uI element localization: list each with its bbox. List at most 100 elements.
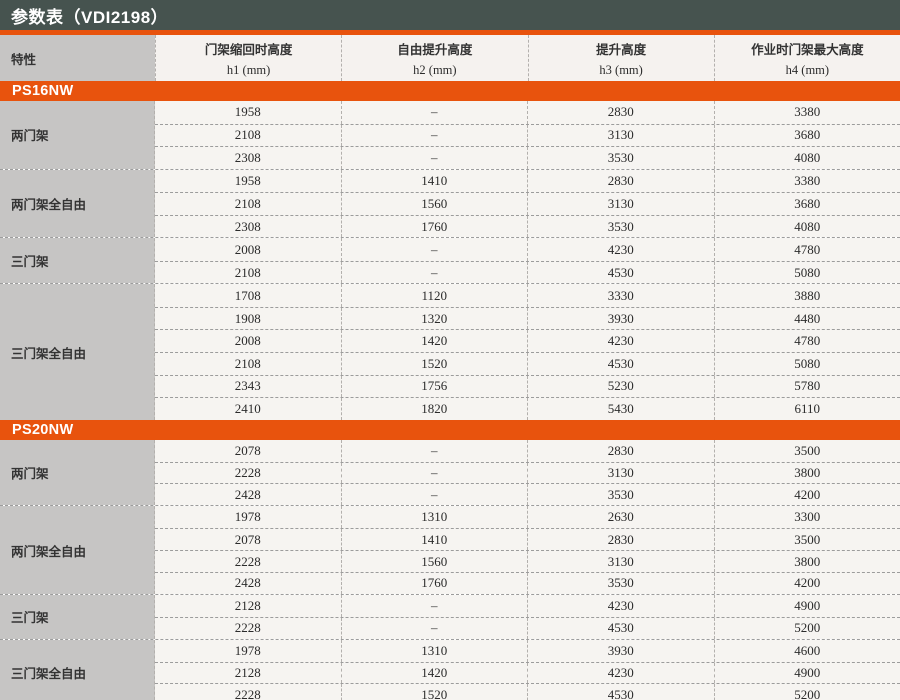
cell-h3: 3530 xyxy=(527,147,714,169)
table-row: 2428 1760 3530 4200 xyxy=(155,572,900,594)
cell-h3: 3530 xyxy=(527,215,714,238)
cell-h3: 2830 xyxy=(527,529,714,551)
column-header-h2-name: 自由提升高度 xyxy=(397,42,473,57)
cell-h3: 2830 xyxy=(527,169,714,193)
cell-h1: 1908 xyxy=(234,310,261,326)
cell-h3: 2630 xyxy=(527,506,714,529)
table-row: 1958 –2830 3380 xyxy=(155,101,900,124)
mast-group: 两门架 2078–2830 3500 2228–3130 3800 2428–3530 42… xyxy=(0,439,900,506)
cell-h1: 2308 xyxy=(234,218,261,234)
cell-h4: 4200 xyxy=(713,484,900,506)
column-header-h4-name: 作业时门架最大高度 xyxy=(751,42,864,57)
cell-h3: 4230 xyxy=(527,594,714,617)
mast-group: 两门架全自由 1978 1310 2630 3300 2078 1410 2830 3500 22… xyxy=(0,505,900,594)
cell-h3: 4530 xyxy=(527,684,714,700)
table-row: 2128 1420 4230 4900 xyxy=(155,661,900,684)
section-title: PS20NW xyxy=(12,421,74,438)
column-header-h4-sub: h4 (mm) xyxy=(785,62,830,77)
cell-h4: 3880 xyxy=(713,284,900,307)
section-ps20nw: 两门架 2078–2830 3500 2228–3130 3800 2428–3530 42… xyxy=(0,439,900,700)
cell-h1: 2228 xyxy=(234,553,261,569)
table-row: 2128 –4230 4900 xyxy=(155,594,900,617)
column-header-h3-name: 提升高度 xyxy=(596,42,647,57)
cell-h4: 4080 xyxy=(713,147,900,169)
accent-strip xyxy=(0,30,900,35)
table-row: 1908 1320 3930 4480 xyxy=(155,306,900,330)
cell-h1: 2078 xyxy=(234,531,261,547)
cell-h2: 1520 xyxy=(340,684,528,700)
table-row: 2108 1560 3130 3680 xyxy=(155,192,900,215)
cell-h3: 4230 xyxy=(527,238,714,261)
cell-h4: 5080 xyxy=(713,353,900,375)
cell-h2: – xyxy=(340,147,528,169)
cell-h2: 1560 xyxy=(340,193,528,215)
cell-h2: – xyxy=(340,594,528,617)
feature-column-header: 特性 xyxy=(0,35,155,81)
mast-type-label: 三门架全自由 xyxy=(0,284,155,420)
cell-h4: 3800 xyxy=(713,551,900,572)
cell-h1: 2008 xyxy=(234,333,261,349)
table-header-row: 特性 门架缩回时高度 h1 (mm) 自由提升高度 h2 (mm) 提升高度 h… xyxy=(0,35,900,81)
mast-group: 三门架 2128 –4230 4900 2228 –4530 5200 xyxy=(0,593,900,639)
mast-type-label: 三门架 xyxy=(0,238,155,284)
cell-h2: 1820 xyxy=(340,398,528,420)
cell-h1: 2108 xyxy=(234,195,261,211)
mast-type-label: 两门架全自由 xyxy=(0,169,155,238)
table-row: 2428 –3530 4200 xyxy=(155,483,900,506)
cell-h4: 4600 xyxy=(713,639,900,662)
cell-h1: 2428 xyxy=(234,486,261,502)
cell-h4: 6110 xyxy=(713,398,900,420)
cell-h3: 5430 xyxy=(527,398,714,420)
section-bar-ps20nw: PS20NW xyxy=(0,419,900,440)
cell-h4: 3680 xyxy=(713,193,900,215)
group-rows: 2128 –4230 4900 2228 –4530 5200 xyxy=(155,594,900,639)
cell-h2: 1760 xyxy=(340,215,528,238)
table-row: 2008 –4230 4780 xyxy=(155,238,900,261)
table-row: 1958 1410 2830 3380 xyxy=(155,169,900,193)
table-row: 2308 –3530 4080 xyxy=(155,146,900,169)
table-row: 2228 1520 4530 5200 xyxy=(155,683,900,700)
table-row: 2308 1760 3530 4080 xyxy=(155,214,900,238)
cell-h1: 2228 xyxy=(234,464,261,480)
cell-h3: 3130 xyxy=(527,193,714,215)
cell-h2: 1420 xyxy=(340,662,528,684)
cell-h4: 5080 xyxy=(713,261,900,284)
column-header-h3: 提升高度 h3 (mm) xyxy=(527,35,714,81)
table-row: 2410 1820 5430 6110 xyxy=(155,397,900,420)
cell-h1: 2128 xyxy=(234,665,261,680)
cell-h1: 2228 xyxy=(234,620,261,636)
cell-h1: 2008 xyxy=(234,241,261,257)
cell-h2: – xyxy=(340,238,528,261)
mast-group: 两门架 1958–2830 3380 2108–3130 3680 2308–3530 40… xyxy=(0,101,900,169)
cell-h4: 4080 xyxy=(713,215,900,238)
cell-h3: 3930 xyxy=(527,307,714,330)
group-rows: 1958 1410 2830 3380 2108 1560 3130 3680 2308 1760… xyxy=(155,169,900,238)
cell-h3: 5230 xyxy=(527,375,714,398)
group-rows: 1958–2830 3380 2108–3130 3680 2308–3530 4080 xyxy=(155,101,900,169)
cell-h3: 3130 xyxy=(527,551,714,572)
table-row: 2228 –4530 5200 xyxy=(155,616,900,639)
cell-h1: 1958 xyxy=(234,172,261,188)
cell-h1: 2343 xyxy=(234,378,261,394)
cell-h2: 1320 xyxy=(340,307,528,330)
cell-h3: 4530 xyxy=(527,353,714,375)
table-row: 1978 1310 2630 3300 xyxy=(155,506,900,529)
cell-h4: 4480 xyxy=(713,307,900,330)
column-header-h2: 自由提升高度 h2 (mm) xyxy=(341,35,527,81)
cell-h2: 1420 xyxy=(340,330,528,353)
column-header-h2-sub: h2 (mm) xyxy=(413,62,457,77)
cell-h4: 3500 xyxy=(713,529,900,551)
cell-h4: 3800 xyxy=(713,462,900,484)
column-header-h1: 门架缩回时高度 h1 (mm) xyxy=(155,35,341,81)
cell-h4: 4900 xyxy=(713,594,900,617)
group-rows: 2008 –4230 4780 2108 –4530 5080 xyxy=(155,238,900,284)
cell-h3: 4230 xyxy=(527,330,714,353)
cell-h2: 1520 xyxy=(340,353,528,375)
cell-h4: 3300 xyxy=(713,506,900,529)
mast-type-label: 两门架 xyxy=(0,439,155,506)
section-title: PS16NW xyxy=(12,83,74,99)
cell-h4: 4200 xyxy=(713,573,900,594)
table-row: 1708 1120 3330 3880 xyxy=(155,284,900,307)
cell-h1: 1978 xyxy=(234,509,261,525)
